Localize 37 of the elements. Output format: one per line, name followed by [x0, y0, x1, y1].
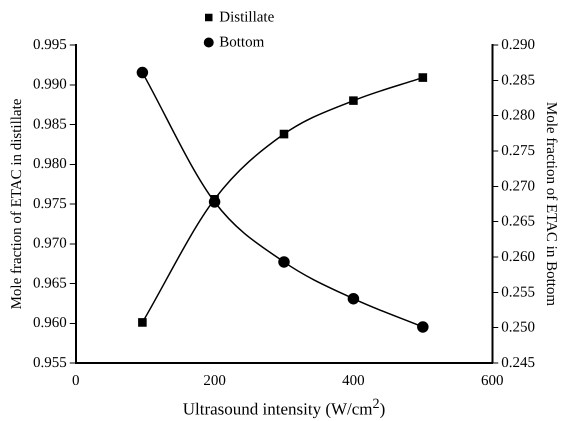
point	[418, 73, 428, 82]
y2-axis-title: Mole fraction of ETAC in Bottom	[543, 102, 560, 306]
legend-label: Distillate	[219, 9, 275, 26]
y-tick-label: 0.970	[33, 236, 67, 252]
y-tick-label: 0.965	[33, 275, 67, 292]
y-tick-label: 0.975	[33, 196, 67, 212]
y-tick-label: 0.960	[33, 315, 67, 332]
y-tick-label: 0.980	[33, 156, 67, 172]
point	[208, 196, 220, 208]
y2-tick-label: 0.290	[501, 36, 535, 53]
point	[280, 130, 288, 138]
legend-label: Bottom	[219, 34, 265, 50]
x-tick-label: 0	[72, 372, 80, 389]
point	[138, 318, 147, 327]
y-tick-label: 0.985	[33, 116, 67, 132]
y2-tick-label: 0.285	[501, 72, 535, 88]
y2-tick-label: 0.250	[501, 320, 535, 336]
y-axis-title: Mole fraction of ETAC in distillate	[8, 98, 25, 310]
y2-tick-label: 0.260	[501, 248, 535, 265]
x-tick-label: 600	[481, 372, 504, 389]
y2-tick-label: 0.245	[501, 354, 535, 371]
point	[417, 321, 429, 333]
y-tick-label: 0.955	[33, 354, 67, 371]
y2-tick-label: 0.265	[501, 214, 535, 230]
y-tick-label: 0.995	[33, 36, 67, 53]
point	[278, 256, 290, 268]
y2-tick-label: 0.275	[501, 142, 535, 159]
y2-tick-label: 0.255	[501, 284, 535, 300]
y-tick-label: 0.990	[33, 76, 67, 93]
point	[348, 292, 360, 304]
x-axis-title: Ultrasound intensity (W/cm$^{2}$)	[182, 396, 386, 420]
point	[349, 96, 358, 105]
x-tick-label: 200	[203, 372, 226, 389]
y2-tick-label: 0.280	[501, 108, 535, 124]
point	[136, 66, 148, 78]
x-tick-label: 400	[342, 372, 365, 389]
y2-tick-label: 0.270	[501, 178, 535, 194]
